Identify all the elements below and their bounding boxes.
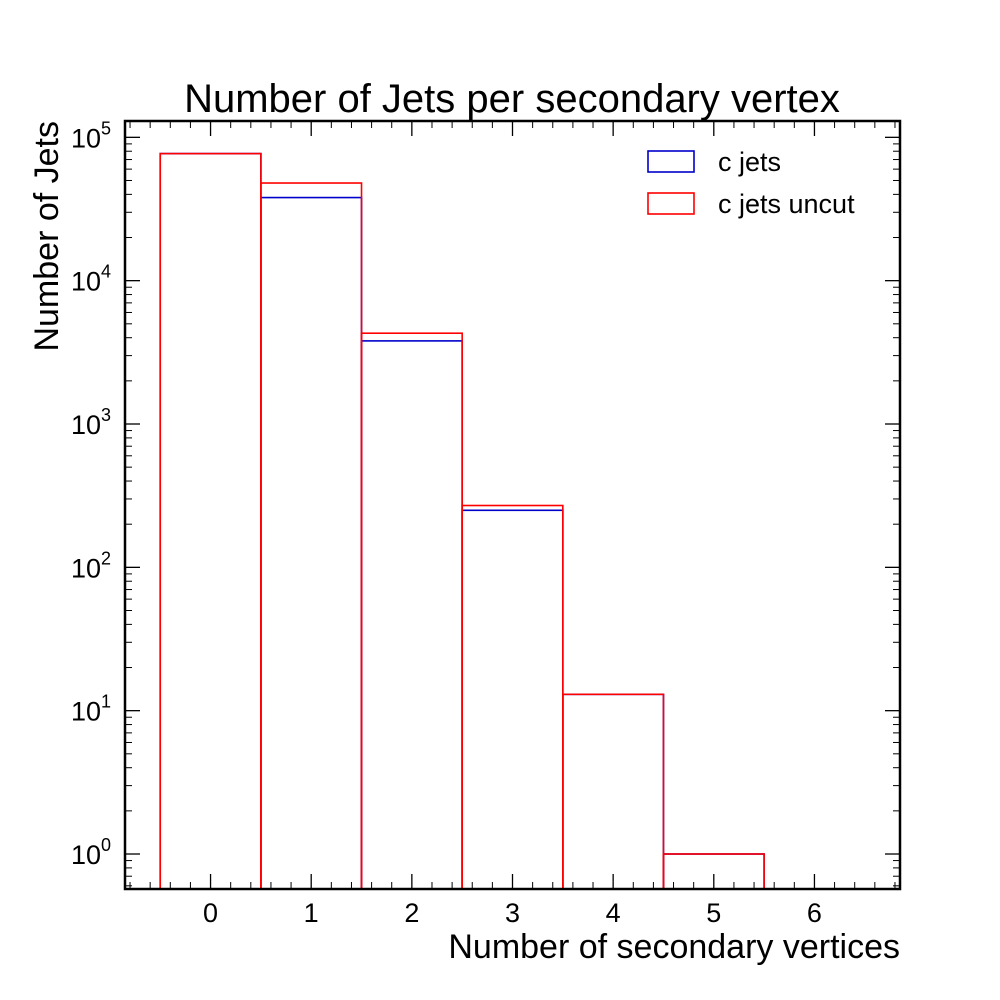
bar-series0-bin4 bbox=[563, 694, 664, 889]
x-tick-label: 0 bbox=[203, 898, 218, 928]
bar-series0-bin0 bbox=[160, 154, 261, 889]
bar-series1-bin2 bbox=[362, 333, 463, 889]
x-axis-label: Number of secondary vertices bbox=[448, 928, 900, 966]
y-tick-base: 10 bbox=[71, 123, 101, 153]
y-tick-base: 10 bbox=[71, 553, 101, 583]
y-tick-label: 100 bbox=[71, 835, 111, 870]
y-tick-base: 10 bbox=[71, 697, 101, 727]
chart-title: Number of Jets per secondary vertex bbox=[184, 77, 840, 121]
y-tick-exponent: 0 bbox=[101, 835, 111, 855]
x-tick-label: 5 bbox=[706, 898, 721, 928]
x-tick-label: 1 bbox=[304, 898, 319, 928]
y-tick-exponent: 4 bbox=[101, 262, 111, 282]
bar-series1-bin0 bbox=[160, 154, 261, 889]
y-tick-label: 102 bbox=[71, 548, 111, 583]
legend-swatch bbox=[648, 193, 694, 214]
x-tick-label: 6 bbox=[807, 898, 822, 928]
x-tick-label: 4 bbox=[606, 898, 621, 928]
y-tick-exponent: 3 bbox=[101, 405, 111, 425]
x-tick-label: 2 bbox=[404, 898, 419, 928]
y-tick-label: 104 bbox=[71, 262, 111, 297]
bar-series0-bin1 bbox=[261, 198, 362, 889]
y-tick-label: 101 bbox=[71, 692, 111, 727]
x-axis-ticks: 0 1 2 3 4 5 6 bbox=[130, 121, 895, 928]
bar-series0-bin3 bbox=[462, 510, 563, 889]
series-1 bbox=[160, 154, 764, 889]
x-tick-label: 3 bbox=[505, 898, 520, 928]
y-tick-base: 10 bbox=[71, 410, 101, 440]
y-axis-label: Number of Jets bbox=[28, 121, 66, 352]
y-tick-base: 10 bbox=[71, 267, 101, 297]
legend-label: c jets uncut bbox=[718, 189, 855, 219]
y-tick-label: 105 bbox=[71, 118, 111, 153]
y-tick-exponent: 1 bbox=[101, 692, 111, 712]
bar-series1-bin4 bbox=[563, 694, 664, 889]
bar-series0-bin2 bbox=[362, 341, 463, 889]
legend-label: c jets bbox=[718, 147, 781, 177]
y-tick-base: 10 bbox=[71, 840, 101, 870]
y-tick-exponent: 2 bbox=[101, 548, 111, 568]
y-tick-label: 103 bbox=[71, 405, 111, 440]
legend-swatch bbox=[648, 151, 694, 172]
bar-series1-bin3 bbox=[462, 506, 563, 889]
y-tick-exponent: 5 bbox=[101, 118, 111, 138]
histogram-series-group bbox=[160, 154, 764, 889]
legend: c jets c jets uncut bbox=[648, 147, 855, 219]
bar-series1-bin1 bbox=[261, 183, 362, 889]
